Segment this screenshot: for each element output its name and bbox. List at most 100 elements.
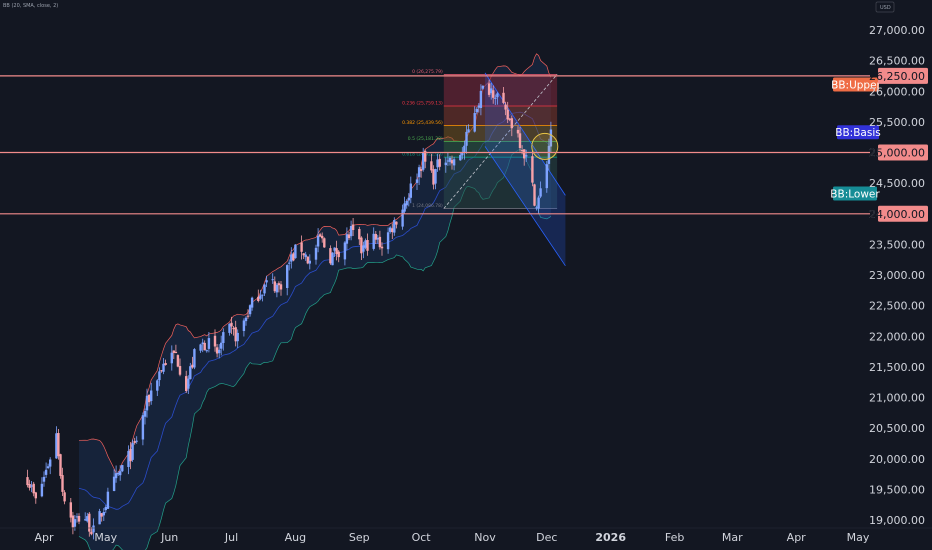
- candle[interactable]: [228, 323, 231, 336]
- candle[interactable]: [44, 462, 48, 478]
- candle[interactable]: [533, 183, 536, 207]
- candle[interactable]: [349, 220, 353, 241]
- candle[interactable]: [100, 513, 103, 522]
- candle[interactable]: [145, 388, 149, 418]
- candle[interactable]: [75, 513, 79, 523]
- candle[interactable]: [490, 82, 493, 100]
- candle[interactable]: [405, 199, 408, 209]
- candle[interactable]: [475, 107, 478, 115]
- candle[interactable]: [477, 103, 480, 113]
- candle[interactable]: [135, 436, 138, 444]
- candle[interactable]: [450, 155, 454, 170]
- candle[interactable]: [275, 283, 279, 298]
- candle[interactable]: [401, 204, 404, 230]
- candle[interactable]: [220, 335, 223, 356]
- price-line-tag[interactable]: [878, 67, 928, 84]
- candle[interactable]: [452, 156, 456, 171]
- plot-area[interactable]: 0 (26,275.79) 0.236 (25,759.13) 0.382 (25,…: [0, 53, 882, 550]
- candle[interactable]: [189, 362, 192, 380]
- candle[interactable]: [386, 227, 390, 254]
- channel-lower-line[interactable]: [484, 146, 566, 267]
- candle[interactable]: [49, 457, 52, 475]
- candle[interactable]: [304, 251, 307, 261]
- candle[interactable]: [61, 467, 64, 496]
- candle[interactable]: [257, 289, 260, 303]
- candle[interactable]: [236, 329, 239, 349]
- candle[interactable]: [343, 241, 347, 266]
- candles[interactable]: [26, 79, 553, 540]
- candle[interactable]: [504, 101, 507, 116]
- candle[interactable]: [114, 465, 118, 483]
- currency-badge[interactable]: USD: [875, 1, 895, 13]
- candle[interactable]: [547, 138, 551, 171]
- candle[interactable]: [516, 126, 520, 138]
- candle[interactable]: [333, 247, 336, 257]
- candle[interactable]: [518, 126, 522, 152]
- candle[interactable]: [232, 326, 235, 336]
- candle[interactable]: [98, 508, 101, 525]
- candle[interactable]: [444, 157, 447, 173]
- candle[interactable]: [380, 242, 384, 256]
- candle[interactable]: [205, 349, 208, 353]
- candle[interactable]: [436, 154, 439, 172]
- candle[interactable]: [306, 256, 309, 265]
- candle[interactable]: [537, 195, 540, 215]
- candle[interactable]: [32, 481, 35, 497]
- candle[interactable]: [234, 320, 237, 347]
- candle[interactable]: [351, 218, 355, 236]
- candle[interactable]: [347, 232, 351, 241]
- candle[interactable]: [345, 227, 349, 251]
- candle[interactable]: [422, 147, 425, 172]
- candle[interactable]: [465, 125, 468, 154]
- candle[interactable]: [57, 429, 60, 460]
- candle[interactable]: [84, 512, 87, 521]
- candle[interactable]: [112, 469, 116, 492]
- candle[interactable]: [438, 154, 441, 171]
- candle[interactable]: [463, 140, 466, 160]
- candle[interactable]: [329, 245, 332, 265]
- candle[interactable]: [389, 226, 392, 234]
- candle[interactable]: [430, 153, 433, 173]
- candle[interactable]: [246, 309, 250, 319]
- candle[interactable]: [318, 232, 322, 238]
- candle[interactable]: [337, 250, 340, 263]
- candle[interactable]: [46, 463, 50, 470]
- candle[interactable]: [481, 85, 485, 91]
- candle[interactable]: [277, 281, 281, 293]
- candle[interactable]: [362, 241, 365, 259]
- candle[interactable]: [391, 223, 394, 239]
- candle[interactable]: [133, 437, 136, 445]
- candle[interactable]: [34, 491, 37, 504]
- candle[interactable]: [506, 101, 509, 123]
- indicator-legend[interactable]: BB (20, SMA, close, 2): [3, 3, 58, 9]
- candle[interactable]: [121, 464, 124, 473]
- candle[interactable]: [378, 230, 382, 250]
- candle[interactable]: [473, 106, 476, 133]
- candle[interactable]: [261, 294, 264, 302]
- candle[interactable]: [172, 350, 175, 359]
- candle[interactable]: [417, 164, 421, 185]
- candle[interactable]: [294, 244, 297, 259]
- candle[interactable]: [288, 259, 291, 271]
- candle[interactable]: [496, 92, 499, 105]
- candle[interactable]: [374, 231, 377, 244]
- candle[interactable]: [242, 318, 246, 337]
- price-line-tag[interactable]: [878, 144, 928, 161]
- candle[interactable]: [415, 173, 419, 191]
- candle[interactable]: [28, 479, 31, 491]
- price-line-tag[interactable]: [878, 205, 928, 222]
- candle[interactable]: [30, 481, 33, 493]
- candle[interactable]: [300, 235, 303, 260]
- candle[interactable]: [366, 233, 369, 256]
- candle[interactable]: [549, 121, 553, 153]
- candle[interactable]: [117, 471, 120, 476]
- bb-upper-tag[interactable]: [833, 77, 879, 92]
- candle[interactable]: [279, 281, 283, 296]
- candle[interactable]: [92, 518, 95, 540]
- candle[interactable]: [191, 356, 194, 369]
- candle[interactable]: [150, 382, 153, 405]
- candle[interactable]: [459, 152, 462, 161]
- candle[interactable]: [230, 316, 233, 335]
- candle[interactable]: [432, 165, 435, 190]
